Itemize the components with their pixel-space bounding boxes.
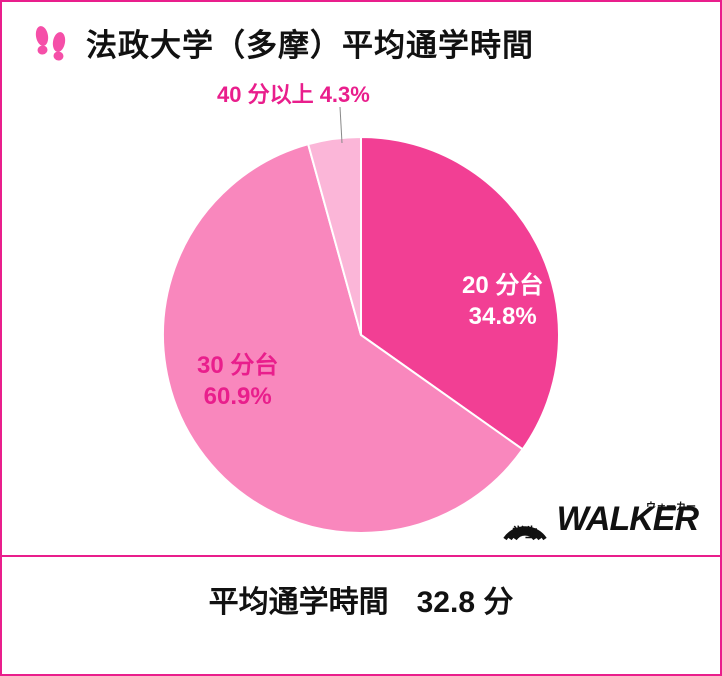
header: 法政大学（多摩）平均通学時間: [2, 2, 720, 75]
slice-name: 30 分台: [197, 350, 278, 381]
slice-label: 40 分以上 4.3%: [217, 81, 370, 110]
logo-badge-icon: 学生: [497, 491, 553, 547]
footsteps-icon: [30, 22, 72, 64]
slice-pct: 34.8%: [462, 301, 543, 332]
pie-svg: [0, 75, 722, 555]
infographic-container: 法政大学（多摩）平均通学時間 20 分台34.8% 30 分台60.9% 40 分以…: [0, 0, 722, 676]
summary-footer: 平均通学時間 32.8 分: [2, 555, 720, 641]
logo-wordmark: WALKER ウォーカー: [557, 500, 698, 539]
svg-text:学生: 学生: [512, 525, 538, 540]
footer-value: 32.8 分: [417, 577, 514, 621]
slice-pct: 60.9%: [197, 381, 278, 412]
logo-ruby: ウォーカー: [646, 498, 696, 513]
slice-label: 20 分台34.8%: [462, 270, 543, 332]
page-title: 法政大学（多摩）平均通学時間: [86, 20, 534, 65]
pie-chart: 20 分台34.8% 30 分台60.9% 40 分以上 4.3% 学生 WALKE…: [2, 75, 720, 555]
slice-name: 20 分台: [462, 270, 543, 301]
slice-label: 30 分台60.9%: [197, 350, 278, 412]
brand-logo: 学生 WALKER ウォーカー: [497, 491, 698, 547]
footer-label: 平均通学時間: [209, 577, 389, 621]
